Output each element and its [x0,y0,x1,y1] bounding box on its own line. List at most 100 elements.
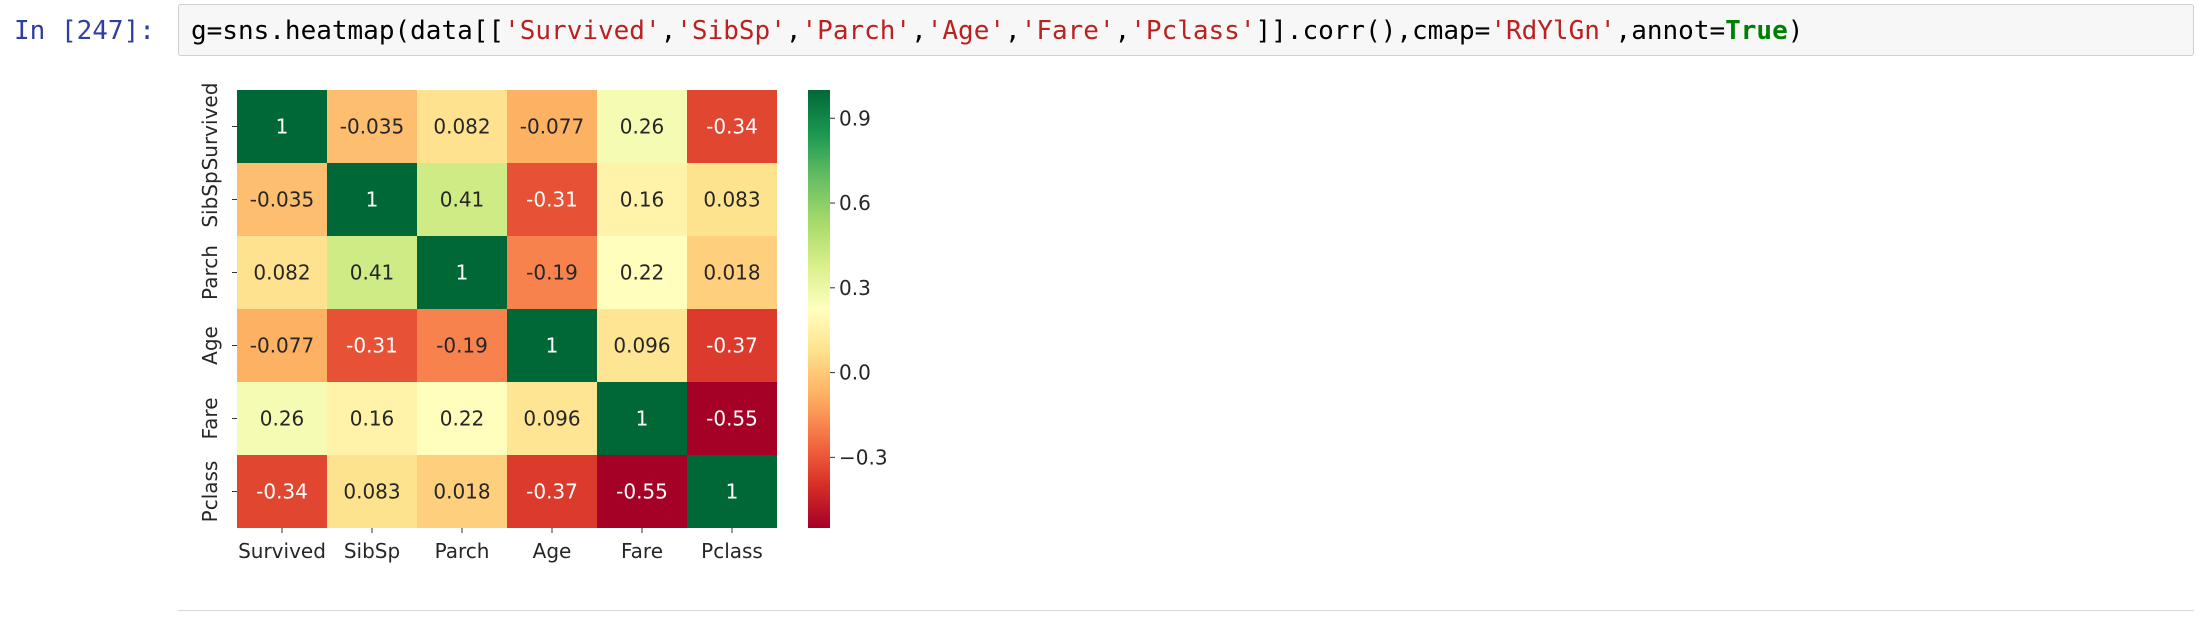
heatmap-cell [687,236,777,309]
heatmap-cell [237,455,327,528]
code-token: , [1114,16,1131,46]
heatmap-cell [417,90,507,163]
cell-annotation: 0.26 [620,115,665,139]
heatmap-cell [597,90,687,163]
x-tick-label: Survived [238,539,326,563]
colorbar-tick-label: −0.3 [839,445,888,469]
colorbar-tick-label: 0.3 [839,276,871,300]
cell-annotation: -0.035 [250,188,314,212]
x-tick-label: Age [533,539,572,563]
heatmap-cell [327,90,417,163]
heatmap-cell [687,455,777,528]
y-tick-label: Survived [198,83,222,171]
heatmap-cell [417,163,507,236]
cell-annotation: -0.34 [256,480,308,504]
code-line[interactable]: g=sns.heatmap(data[['Survived','SibSp','… [191,15,1803,47]
cell-annotation: 1 [456,261,469,285]
heatmap-cell [597,309,687,382]
heatmap-cell [237,90,327,163]
cell-annotation: 0.16 [350,407,395,431]
cell-annotation: -0.37 [706,334,758,358]
cell-annotation: 0.26 [260,407,305,431]
heatmap-cell [507,90,597,163]
cell-annotation: 0.018 [703,261,760,285]
cell-annotation: 0.096 [613,334,670,358]
cell-annotation: -0.55 [706,407,758,431]
heatmap-cell [507,236,597,309]
code-token: ,annot= [1615,16,1726,46]
code-token: True [1725,16,1788,46]
heatmap-cell [327,455,417,528]
heatmap-cell [507,163,597,236]
heatmap-cell [507,382,597,455]
heatmap-cell [597,163,687,236]
colorbar [808,90,830,528]
cell-annotation: 1 [276,115,289,139]
y-tick-label: Pclass [198,461,222,523]
heatmap-cell [597,382,687,455]
cell-annotation: 0.16 [620,188,665,212]
cell-annotation: 0.096 [523,407,580,431]
cell-annotation: 1 [366,188,379,212]
heatmap-cell [327,309,417,382]
cell-annotation: -0.55 [616,480,668,504]
colorbar-tick-label: 0.9 [839,106,871,130]
code-token: , [785,16,802,46]
colorbar-tick-label: 0.0 [839,361,871,385]
code-token: 'SibSp' [676,16,786,46]
x-tick-label: Fare [621,539,663,563]
heatmap-cell [507,309,597,382]
cell-annotation: 0.083 [343,480,400,504]
cell-annotation: -0.31 [346,334,398,358]
cell-annotation: 0.22 [440,407,485,431]
cell-output: 1 -0.035 0.082 -0.077 0.26 -0.34 -0.035 1 0.41 -0… [178,70,1378,590]
y-tick-label: Fare [198,397,222,439]
code-token: 'Age' [926,16,1006,46]
cell-annotation: 0.082 [253,261,310,285]
code-input-area[interactable]: g=sns.heatmap(data[['Survived','SibSp','… [178,4,2194,56]
heatmap-cell [417,455,507,528]
heatmap-chart: 1 -0.035 0.082 -0.077 0.26 -0.34 -0.035 1 0.41 -0… [198,83,888,563]
code-token: , [1005,16,1021,46]
heatmap-cell [327,163,417,236]
cell-annotation: -0.19 [526,261,578,285]
heatmap-cell [417,382,507,455]
heatmap-cell [597,236,687,309]
cell-annotation: 0.082 [433,115,490,139]
cell-annotation: 0.41 [440,188,485,212]
code-token: 'Survived' [504,16,661,46]
heatmap-cell [327,382,417,455]
heatmap-cell [237,309,327,382]
x-tick-label: Pclass [701,539,763,563]
cell-annotation: 0.22 [620,261,665,285]
cell-annotation: 1 [636,407,649,431]
code-token: ]].corr(),cmap= [1255,16,1491,46]
code-token: ) [1787,16,1804,46]
cell-prompt: In [247]: [14,16,155,46]
code-token: , [911,16,927,46]
x-tick-label: SibSp [344,539,400,563]
code-token: 'Fare' [1020,16,1115,46]
y-tick-label: Parch [198,245,222,300]
cell-annotation: 1 [726,480,739,504]
cell-annotation: 1 [546,334,559,358]
cell-annotation: -0.37 [526,480,578,504]
cell-annotation: -0.077 [520,115,584,139]
next-cell-border [178,610,2194,621]
x-tick-label: Parch [435,539,490,563]
cell-annotation: 0.083 [703,188,760,212]
heatmap-cell [687,90,777,163]
code-token: , [660,16,677,46]
colorbar-tick-label: 0.6 [839,191,871,215]
cell-annotation: -0.34 [706,115,758,139]
heatmap-cell [597,455,687,528]
y-tick-label: SibSp [198,171,222,227]
y-tick-label: Age [198,326,222,365]
cell-annotation: -0.31 [526,188,578,212]
cell-annotation: 0.41 [350,261,395,285]
heatmap-cell [237,382,327,455]
code-token: 'Parch' [801,16,912,46]
heatmap-cell [327,236,417,309]
code-token: 'RdYlGn' [1490,16,1616,46]
cell-annotation: 0.018 [433,480,490,504]
